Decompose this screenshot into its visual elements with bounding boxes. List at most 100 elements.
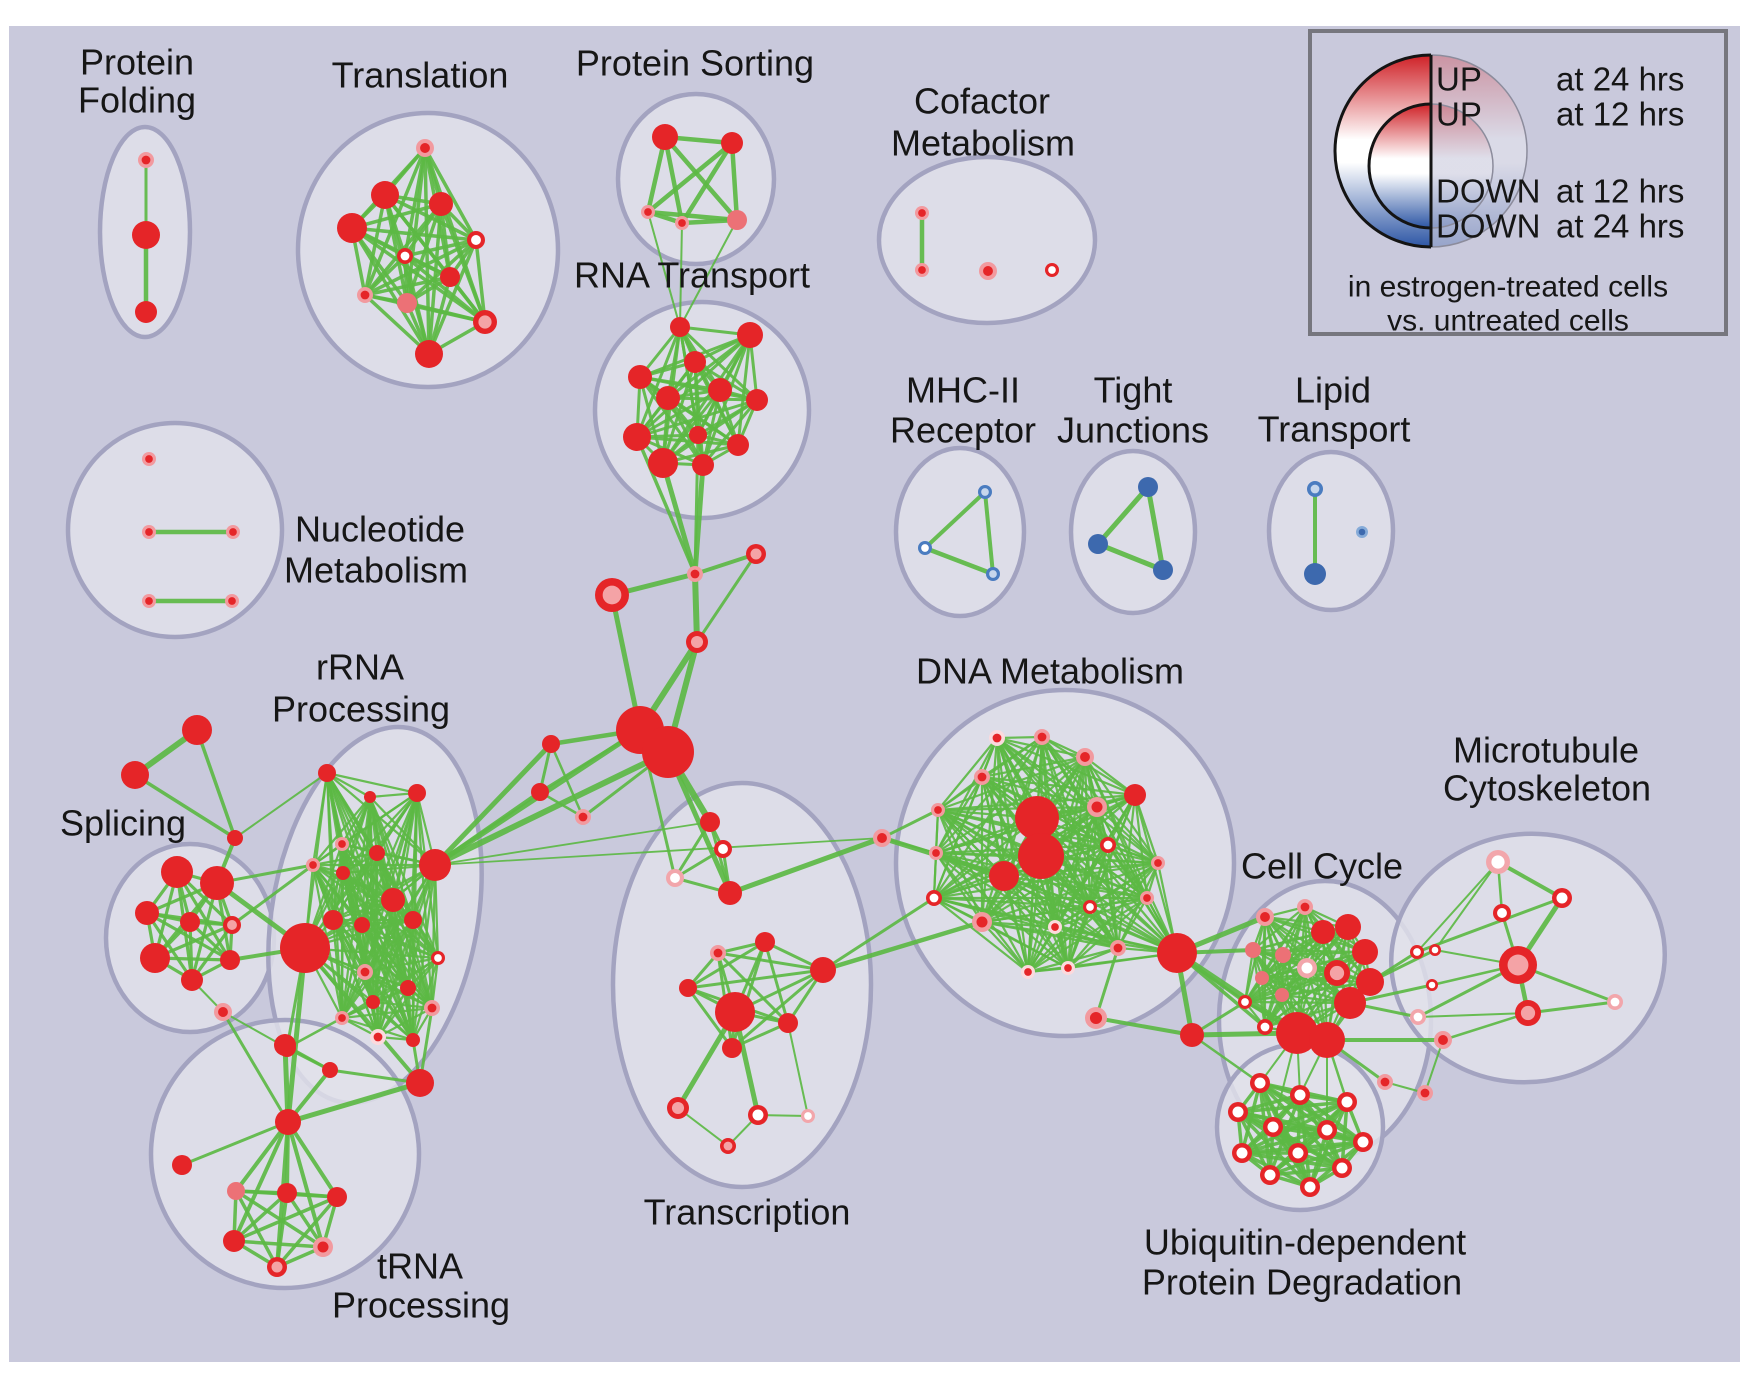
node-tn2[interactable] xyxy=(277,1183,297,1203)
node-tx7[interactable] xyxy=(710,945,726,961)
node-r1[interactable] xyxy=(687,566,703,582)
node-u3[interactable] xyxy=(1337,1092,1357,1112)
node-h2[interactable] xyxy=(746,544,766,564)
node-t5[interactable] xyxy=(467,231,485,249)
node-rd[interactable] xyxy=(335,837,349,851)
node-cc15[interactable] xyxy=(1257,1019,1273,1035)
node-c4[interactable] xyxy=(1045,263,1059,277)
node-d15[interactable] xyxy=(1110,940,1126,956)
node-L1[interactable] xyxy=(542,735,560,753)
node-tx16[interactable] xyxy=(720,1138,736,1154)
node-t9[interactable] xyxy=(397,293,417,313)
node-mc8[interactable] xyxy=(1434,1031,1452,1049)
node-rl[interactable] xyxy=(404,911,422,929)
node-cc10[interactable] xyxy=(1255,971,1269,985)
node-rx[interactable] xyxy=(406,1069,434,1097)
node-t3[interactable] xyxy=(429,192,453,216)
node-cc6[interactable] xyxy=(1245,942,1261,958)
node-cc18[interactable] xyxy=(1410,1009,1426,1025)
node-c2[interactable] xyxy=(915,263,929,277)
node-cc11[interactable] xyxy=(1275,988,1289,1002)
node-p4[interactable] xyxy=(675,216,689,230)
node-u2[interactable] xyxy=(1290,1085,1310,1105)
node-pf1[interactable] xyxy=(138,152,154,168)
node-rt1[interactable] xyxy=(670,317,690,337)
node-pf2[interactable] xyxy=(132,221,160,249)
node-rt6[interactable] xyxy=(656,386,680,410)
node-lt1[interactable] xyxy=(1307,481,1323,497)
node-d20[interactable] xyxy=(1180,1023,1204,1047)
node-tn_iso[interactable] xyxy=(172,1155,192,1175)
node-rt8[interactable] xyxy=(623,423,651,451)
node-m5[interactable] xyxy=(223,916,241,934)
node-rb[interactable] xyxy=(364,791,376,803)
node-tx14[interactable] xyxy=(748,1105,768,1125)
node-p1[interactable] xyxy=(652,124,678,150)
node-cc14[interactable] xyxy=(1334,987,1366,1019)
node-rt_[interactable] xyxy=(370,1029,386,1045)
node-rt2[interactable] xyxy=(737,322,763,348)
node-tj3[interactable] xyxy=(1153,560,1173,580)
node-rw[interactable] xyxy=(322,1062,338,1078)
node-tx15[interactable] xyxy=(801,1109,815,1123)
node-dhub[interactable] xyxy=(1157,933,1197,973)
node-ccbig1[interactable] xyxy=(1276,1012,1318,1054)
node-rt3[interactable] xyxy=(684,351,706,373)
node-dbig3[interactable] xyxy=(989,861,1019,891)
node-cc17[interactable] xyxy=(1410,945,1424,959)
node-cc4[interactable] xyxy=(1335,914,1361,940)
node-n2[interactable] xyxy=(142,525,156,539)
node-t11[interactable] xyxy=(415,340,443,368)
node-cc9[interactable] xyxy=(1324,960,1350,986)
node-cc12[interactable] xyxy=(1356,968,1384,996)
node-m4[interactable] xyxy=(180,912,200,932)
node-rs[interactable] xyxy=(335,1011,349,1025)
node-u6[interactable] xyxy=(1317,1120,1337,1140)
node-mc4[interactable] xyxy=(1429,944,1441,956)
node-rt5[interactable] xyxy=(708,378,732,402)
node-m1[interactable] xyxy=(161,856,193,888)
node-d4[interactable] xyxy=(974,769,990,785)
node-pk1[interactable] xyxy=(214,1003,232,1021)
node-tj2[interactable] xyxy=(1088,534,1108,554)
node-m7[interactable] xyxy=(181,969,203,991)
node-re[interactable] xyxy=(306,858,320,872)
node-tn6[interactable] xyxy=(267,1257,287,1277)
node-u5[interactable] xyxy=(1263,1117,1283,1137)
node-ccbig2[interactable] xyxy=(1309,1022,1345,1058)
node-t6[interactable] xyxy=(397,248,413,264)
node-d18[interactable] xyxy=(1061,961,1075,975)
node-s3[interactable] xyxy=(227,830,243,846)
node-rn[interactable] xyxy=(357,964,373,980)
node-rt11[interactable] xyxy=(648,448,678,478)
node-m3[interactable] xyxy=(135,901,159,925)
node-t8[interactable] xyxy=(357,287,373,303)
node-cc7[interactable] xyxy=(1275,947,1291,963)
node-tx12[interactable] xyxy=(722,1038,742,1058)
node-lt2[interactable] xyxy=(1304,563,1326,585)
node-ra[interactable] xyxy=(318,764,336,782)
node-rf[interactable] xyxy=(369,845,385,861)
node-p3[interactable] xyxy=(641,205,655,219)
node-cc19[interactable] xyxy=(1377,1074,1393,1090)
node-u9[interactable] xyxy=(1288,1143,1308,1163)
node-d6[interactable] xyxy=(1087,797,1107,817)
node-rt10[interactable] xyxy=(727,434,749,456)
node-h3[interactable] xyxy=(686,631,708,653)
node-cc1[interactable] xyxy=(1256,908,1274,926)
node-rg[interactable] xyxy=(336,866,350,880)
node-t7[interactable] xyxy=(440,267,460,287)
node-mc3[interactable] xyxy=(1493,904,1511,922)
node-ro[interactable] xyxy=(400,980,416,996)
node-ru[interactable] xyxy=(406,1033,420,1047)
node-u1[interactable] xyxy=(1250,1073,1270,1093)
node-cc8[interactable] xyxy=(1297,958,1317,978)
node-d7[interactable] xyxy=(1124,784,1146,806)
node-tj1[interactable] xyxy=(1138,477,1158,497)
node-p5[interactable] xyxy=(727,210,747,230)
node-d8[interactable] xyxy=(1100,837,1116,853)
node-u8[interactable] xyxy=(1232,1143,1252,1163)
node-d16[interactable] xyxy=(1140,891,1154,905)
node-t1[interactable] xyxy=(416,139,434,157)
node-tx11[interactable] xyxy=(778,1013,798,1033)
